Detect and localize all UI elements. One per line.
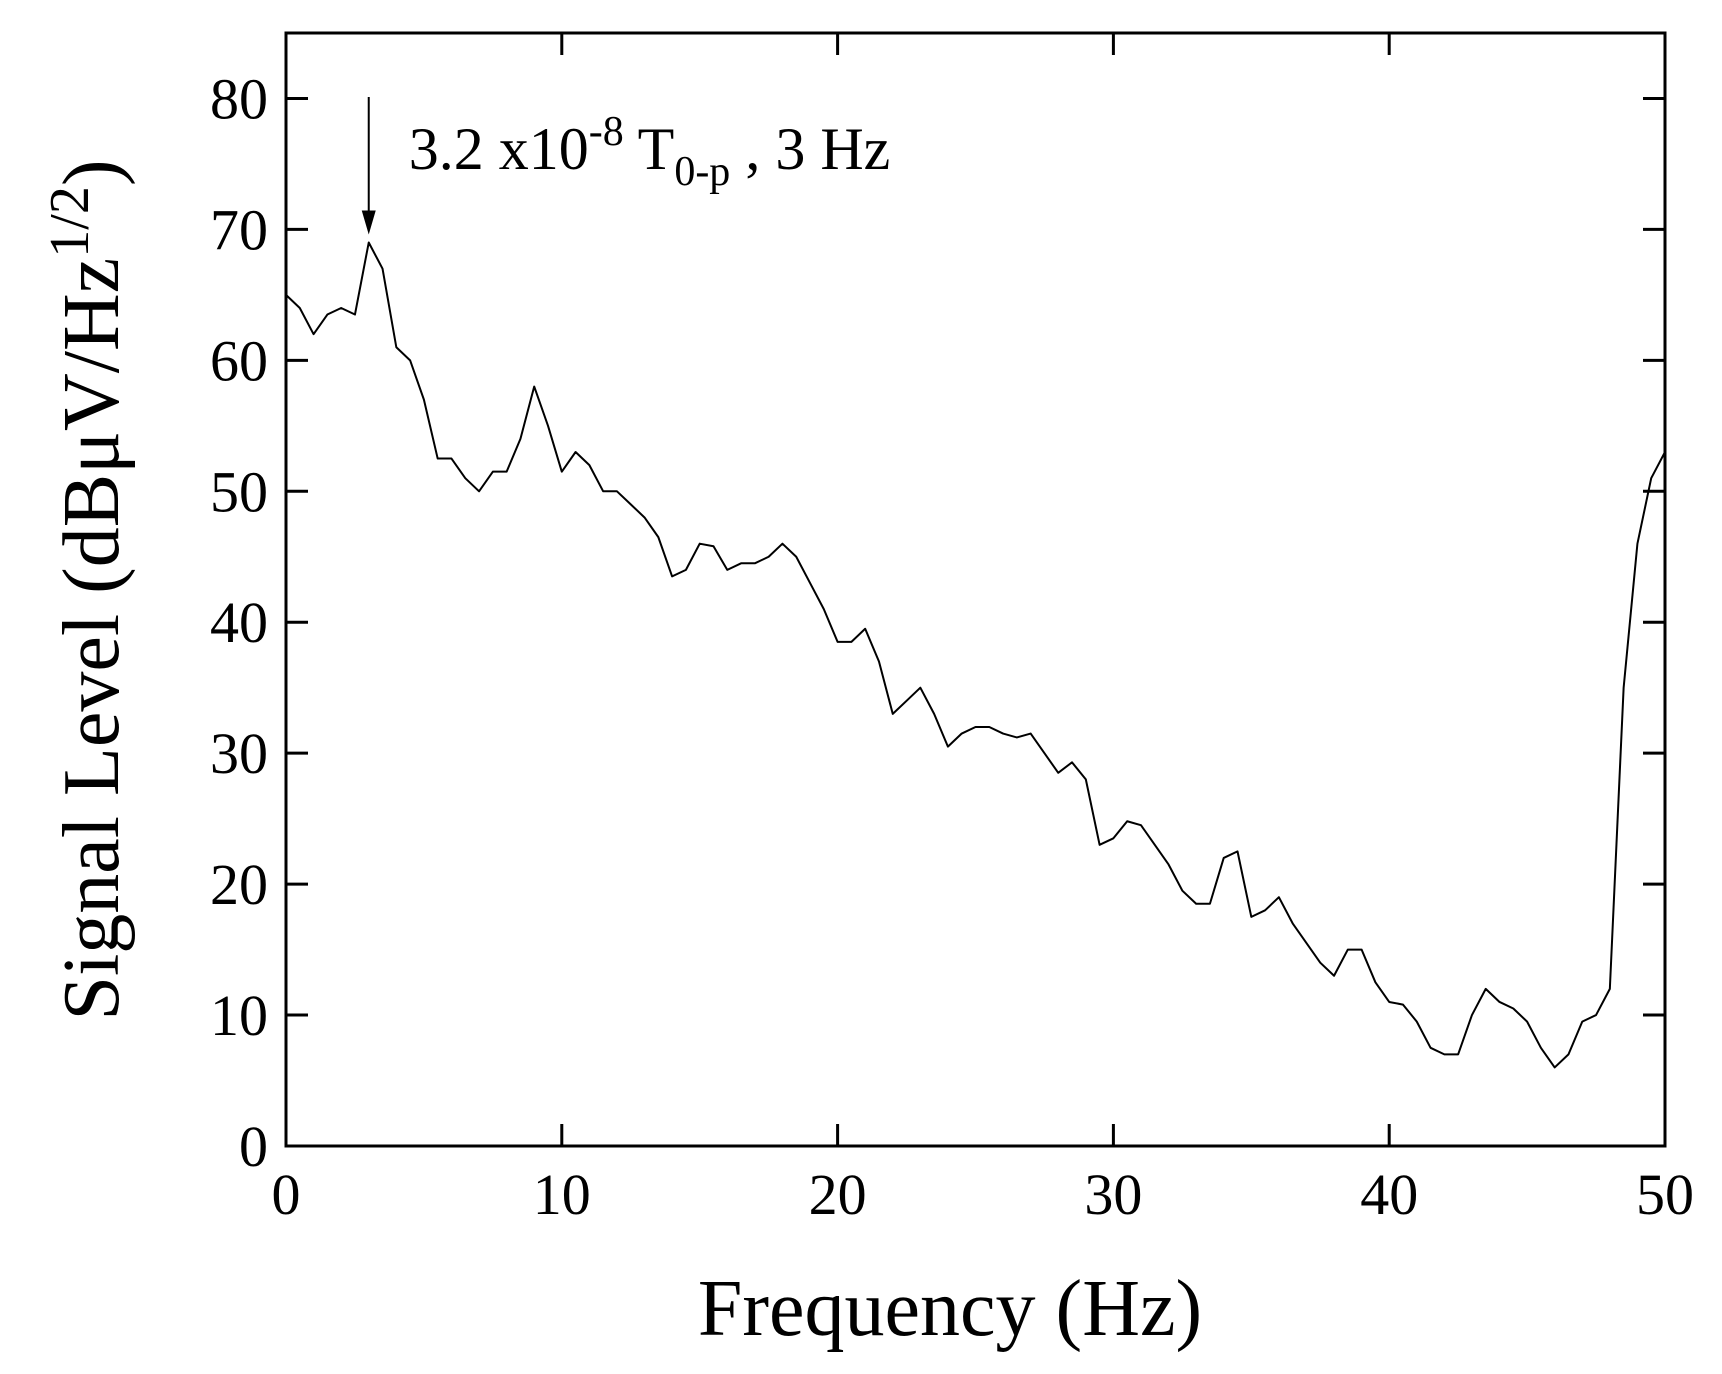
y-tick-label: 0 (239, 1114, 268, 1179)
data-line (285, 241, 1666, 1069)
annotation-mid: T (624, 116, 675, 182)
annotation-text: 3.2 x10-8 T0-p , 3 Hz (409, 109, 891, 195)
annotation-end: , 3 Hz (730, 116, 890, 182)
annotation-base: 3.2 x10 (409, 116, 589, 182)
x-tick-label: 0 (272, 1162, 301, 1227)
y-tick-label: 60 (210, 328, 268, 393)
y-axis-label: Signal Level (dBμV/Hz1/2) (39, 160, 136, 1021)
y-tick-label: 50 (210, 459, 268, 524)
x-axis-label: Frequency (Hz) (698, 1265, 1202, 1353)
x-tick-label: 30 (1084, 1162, 1142, 1227)
y-tick-label: 40 (210, 590, 268, 655)
x-tick-label: 10 (533, 1162, 591, 1227)
x-tick-label: 40 (1360, 1162, 1418, 1227)
plot-frame (284, 31, 1667, 1148)
annotation-sup: -8 (589, 109, 624, 155)
y-tick-label: 30 (210, 721, 268, 786)
y-label-end: ) (48, 160, 136, 187)
y-label-sup: 1/2 (39, 186, 101, 258)
annotation-arrowhead (361, 210, 376, 235)
y-tick-label: 70 (210, 197, 268, 262)
y-label-main: Signal Level (dBμV/Hz (48, 258, 136, 1021)
y-tick-label: 10 (210, 983, 268, 1048)
annotation-sub: 0-p (674, 149, 730, 195)
x-tick-label: 50 (1636, 1162, 1694, 1227)
y-tick-label: 80 (210, 66, 268, 131)
y-tick-label: 20 (210, 852, 268, 917)
x-tick-label: 20 (809, 1162, 867, 1227)
